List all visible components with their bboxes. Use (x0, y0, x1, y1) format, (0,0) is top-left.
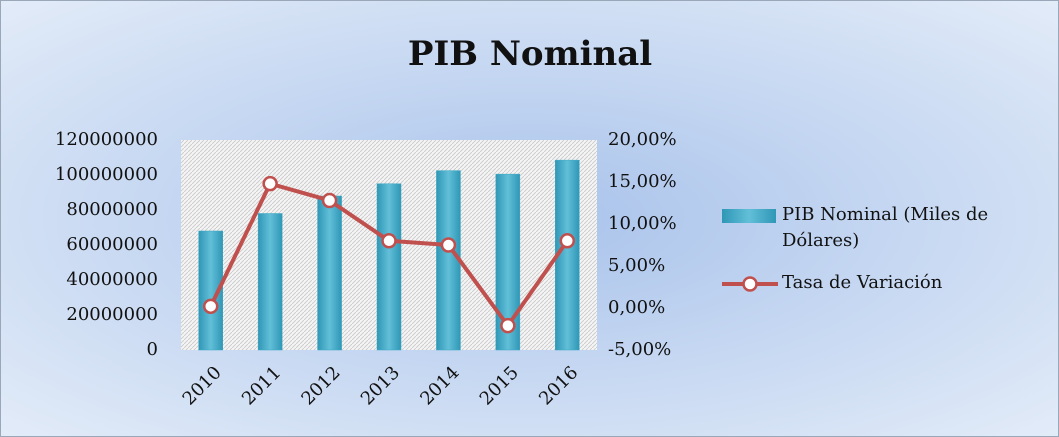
line-marker (381, 233, 397, 249)
chart-title: PIB Nominal (408, 34, 652, 74)
bar (317, 195, 342, 351)
y-tick-label: 60000000 (66, 234, 158, 255)
legend-label: Tasa de Variación (782, 272, 943, 293)
bar (436, 170, 461, 351)
y-tick-label: 100000000 (55, 164, 158, 185)
bar (257, 213, 283, 351)
line-marker (440, 237, 457, 253)
bar (376, 183, 402, 351)
y2-tick-label: 10,00% (608, 213, 677, 234)
line-marker (262, 175, 278, 192)
y2-tick-label: -5,00% (608, 339, 671, 360)
legend-swatch (722, 209, 776, 223)
y-tick-label: 20000000 (66, 304, 158, 325)
y-tick-label: 120000000 (55, 129, 158, 150)
y2-tick-label: 20,00% (608, 129, 677, 150)
y2-tick-label: 0,00% (608, 297, 665, 318)
y-tick-label: 0 (147, 339, 158, 360)
line-marker (559, 233, 576, 249)
legend-label: PIB Nominal (Miles de Dólares) (782, 204, 989, 251)
y2-tick-label: 5,00% (608, 255, 665, 276)
line-marker (202, 298, 219, 315)
line-marker (321, 192, 338, 209)
y-tick-label: 80000000 (66, 199, 158, 220)
y-tick-label: 40000000 (66, 269, 158, 290)
legend-swatch (742, 276, 758, 292)
line-marker (500, 317, 516, 334)
y2-tick-label: 15,00% (608, 171, 677, 192)
